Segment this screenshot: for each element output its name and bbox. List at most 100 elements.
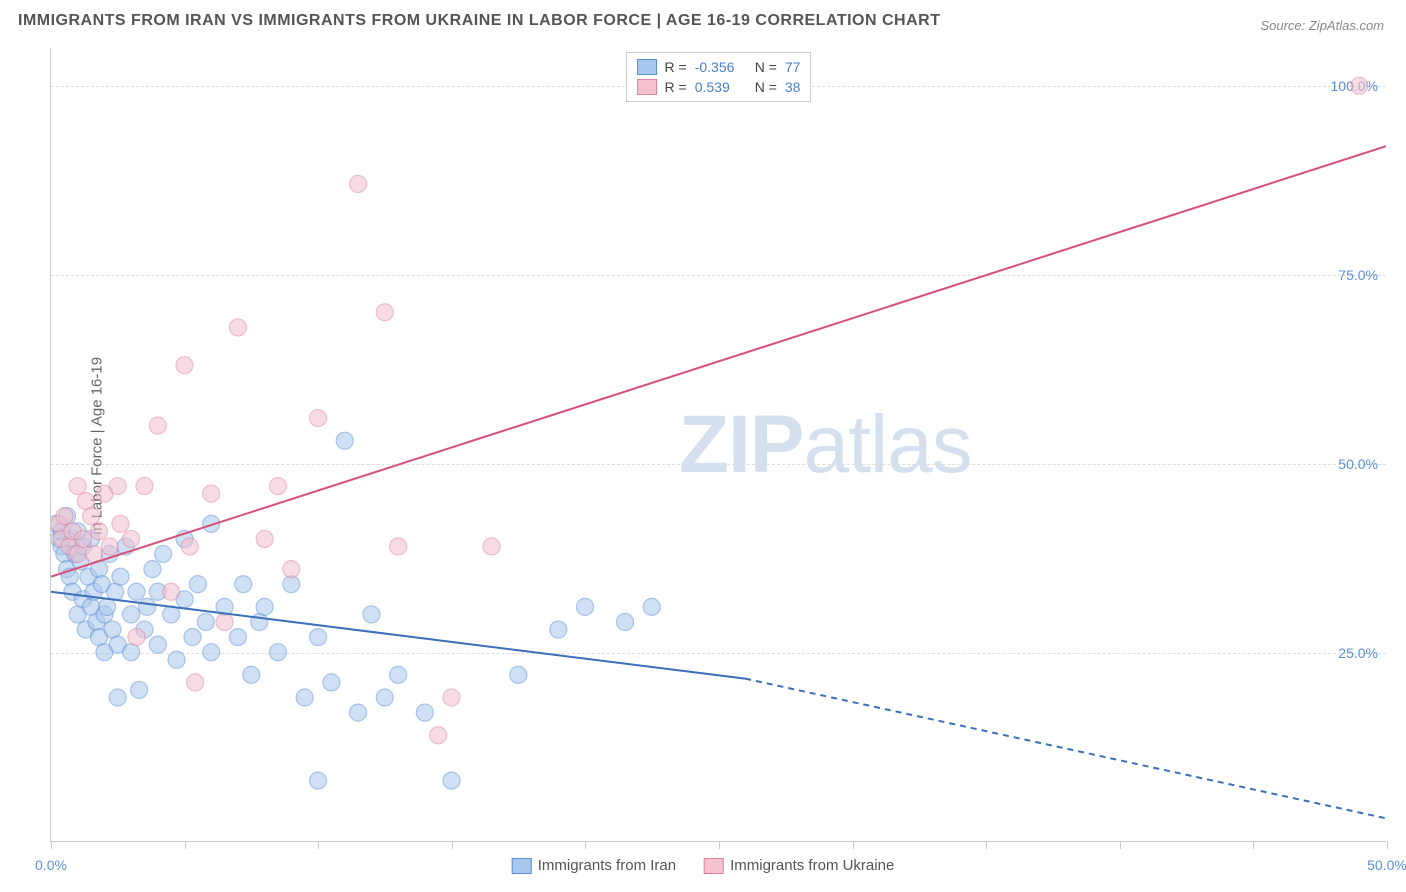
n-value: 77 — [785, 59, 801, 75]
n-label: N = — [755, 79, 777, 95]
data-point-ukraine — [256, 530, 273, 547]
trend-line-iran — [51, 592, 745, 679]
data-point-ukraine — [443, 689, 460, 706]
data-point-iran — [229, 629, 246, 646]
r-value: 0.539 — [695, 79, 747, 95]
data-point-iran — [123, 606, 140, 623]
data-point-iran — [235, 576, 252, 593]
data-point-ukraine — [109, 478, 126, 495]
data-point-ukraine — [350, 175, 367, 192]
data-point-ukraine — [123, 530, 140, 547]
data-point-iran — [577, 598, 594, 615]
data-point-iran — [336, 432, 353, 449]
data-point-iran — [112, 568, 129, 585]
data-point-iran — [189, 576, 206, 593]
trend-line-extrapolated-iran — [745, 679, 1386, 819]
data-point-iran — [144, 561, 161, 578]
data-point-iran — [109, 689, 126, 706]
data-point-ukraine — [75, 530, 92, 547]
data-point-ukraine — [181, 538, 198, 555]
r-label: R = — [665, 79, 687, 95]
data-point-iran — [310, 772, 327, 789]
data-point-iran — [363, 606, 380, 623]
correlation-legend-row: R = 0.539 N = 38 — [637, 77, 801, 97]
data-point-iran — [139, 598, 156, 615]
data-point-iran — [149, 636, 166, 653]
x-tick-label: 0.0% — [35, 857, 67, 873]
data-point-ukraine — [101, 538, 118, 555]
data-point-iran — [184, 629, 201, 646]
data-point-iran — [123, 644, 140, 661]
data-point-ukraine — [430, 727, 447, 744]
data-point-iran — [296, 689, 313, 706]
data-point-iran — [203, 644, 220, 661]
data-point-iran — [269, 644, 286, 661]
n-label: N = — [755, 59, 777, 75]
data-point-iran — [131, 681, 148, 698]
data-point-ukraine — [69, 478, 86, 495]
source-label: Source: ZipAtlas.com — [1260, 18, 1384, 33]
data-point-iran — [155, 546, 172, 563]
data-point-iran — [310, 629, 327, 646]
scatter-plot — [51, 48, 1386, 841]
data-point-ukraine — [176, 357, 193, 374]
data-point-ukraine — [203, 485, 220, 502]
data-point-iran — [376, 689, 393, 706]
data-point-iran — [107, 583, 124, 600]
data-point-iran — [617, 613, 634, 630]
data-point-iran — [256, 598, 273, 615]
data-point-iran — [99, 598, 116, 615]
data-point-ukraine — [483, 538, 500, 555]
series-legend-item: Immigrants from Ukraine — [704, 857, 894, 874]
series-legend: Immigrants from Iran Immigrants from Ukr… — [512, 857, 895, 874]
data-point-ukraine — [56, 508, 73, 525]
data-point-ukraine — [1351, 77, 1368, 94]
data-point-ukraine — [187, 674, 204, 691]
data-point-iran — [550, 621, 567, 638]
data-point-ukraine — [310, 410, 327, 427]
data-point-iran — [197, 613, 214, 630]
legend-swatch — [512, 858, 532, 874]
series-legend-label: Immigrants from Ukraine — [730, 857, 894, 874]
data-point-ukraine — [390, 538, 407, 555]
data-point-ukraine — [112, 515, 129, 532]
chart-title: IMMIGRANTS FROM IRAN VS IMMIGRANTS FROM … — [18, 12, 940, 30]
data-point-ukraine — [283, 561, 300, 578]
r-value: -0.356 — [695, 59, 747, 75]
data-point-ukraine — [77, 493, 94, 510]
data-point-ukraine — [229, 319, 246, 336]
data-point-iran — [104, 621, 121, 638]
data-point-ukraine — [91, 523, 108, 540]
data-point-iran — [323, 674, 340, 691]
data-point-iran — [168, 651, 185, 668]
data-point-ukraine — [163, 583, 180, 600]
correlation-legend: R = -0.356 N = 77 R = 0.539 N = 38 — [626, 52, 812, 102]
chart-area: ZIPatlas 25.0%50.0%75.0%100.0%0.0%50.0% … — [50, 48, 1386, 842]
r-label: R = — [665, 59, 687, 75]
data-point-iran — [251, 613, 268, 630]
series-legend-label: Immigrants from Iran — [538, 857, 676, 874]
n-value: 38 — [785, 79, 801, 95]
data-point-iran — [243, 666, 260, 683]
trend-line-ukraine — [51, 146, 1386, 576]
correlation-legend-row: R = -0.356 N = 77 — [637, 57, 801, 77]
series-legend-item: Immigrants from Iran — [512, 857, 676, 874]
data-point-ukraine — [136, 478, 153, 495]
data-point-iran — [128, 583, 145, 600]
legend-swatch — [704, 858, 724, 874]
data-point-iran — [350, 704, 367, 721]
data-point-ukraine — [69, 546, 86, 563]
data-point-iran — [390, 666, 407, 683]
data-point-ukraine — [128, 629, 145, 646]
data-point-iran — [443, 772, 460, 789]
data-point-iran — [283, 576, 300, 593]
data-point-ukraine — [216, 613, 233, 630]
legend-swatch — [637, 59, 657, 75]
data-point-iran — [416, 704, 433, 721]
legend-swatch — [637, 79, 657, 95]
data-point-ukraine — [376, 304, 393, 321]
x-tick-label: 50.0% — [1367, 857, 1406, 873]
data-point-ukraine — [83, 508, 100, 525]
data-point-ukraine — [269, 478, 286, 495]
data-point-iran — [643, 598, 660, 615]
